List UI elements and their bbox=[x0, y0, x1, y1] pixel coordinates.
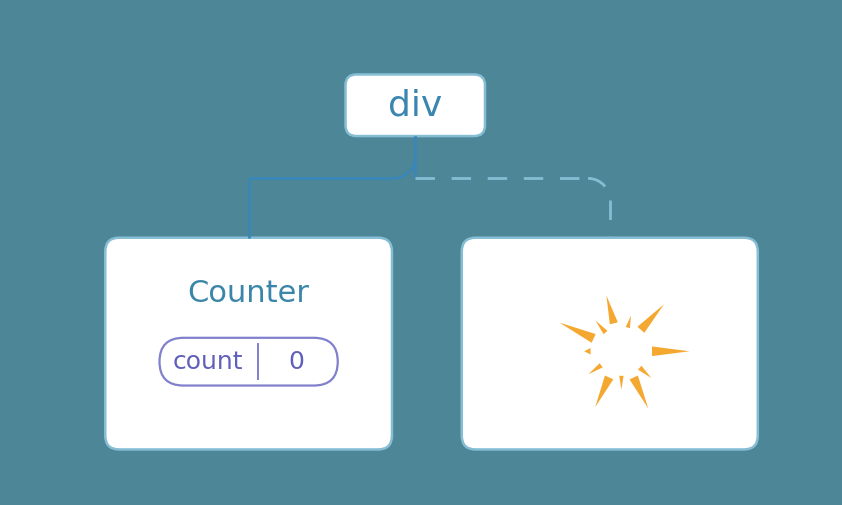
Text: 0: 0 bbox=[289, 349, 305, 374]
Polygon shape bbox=[626, 316, 631, 328]
FancyBboxPatch shape bbox=[345, 74, 485, 136]
Polygon shape bbox=[606, 295, 618, 324]
Polygon shape bbox=[589, 363, 603, 374]
Polygon shape bbox=[595, 321, 608, 334]
Polygon shape bbox=[560, 323, 595, 343]
FancyBboxPatch shape bbox=[105, 238, 392, 449]
FancyBboxPatch shape bbox=[461, 238, 758, 449]
Polygon shape bbox=[652, 346, 690, 356]
Polygon shape bbox=[619, 376, 624, 390]
Text: count: count bbox=[173, 349, 242, 374]
Text: Counter: Counter bbox=[188, 279, 310, 308]
Polygon shape bbox=[584, 348, 590, 355]
Polygon shape bbox=[637, 305, 664, 333]
Text: div: div bbox=[388, 88, 442, 122]
Polygon shape bbox=[630, 376, 648, 409]
Polygon shape bbox=[595, 376, 613, 407]
Polygon shape bbox=[638, 366, 652, 378]
FancyBboxPatch shape bbox=[159, 338, 338, 385]
